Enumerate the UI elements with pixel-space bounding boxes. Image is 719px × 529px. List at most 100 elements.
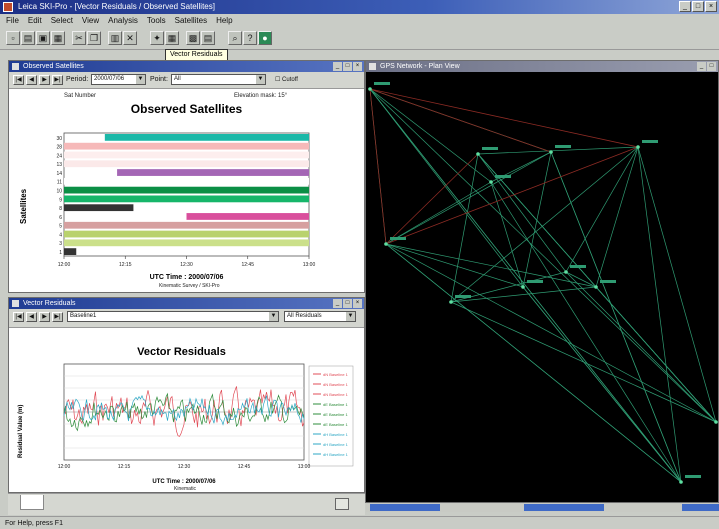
- print-icon[interactable]: ▦: [51, 31, 65, 45]
- satellite-bar: [186, 213, 309, 220]
- satellite-icon[interactable]: ✦: [150, 31, 164, 45]
- menu-help[interactable]: Help: [216, 16, 233, 25]
- legend-box: [308, 365, 354, 467]
- menu-satellites[interactable]: Satellites: [174, 16, 208, 25]
- panel-maximize-button[interactable]: □: [707, 62, 716, 71]
- horizontal-scrollbar[interactable]: [366, 503, 719, 512]
- y-tick-label: 3: [59, 241, 62, 247]
- copy-icon[interactable]: ❐: [87, 31, 101, 45]
- delete-icon[interactable]: ✕: [123, 31, 137, 45]
- chevron-down-icon: ▼: [136, 75, 145, 84]
- panel-minimize-button[interactable]: _: [333, 299, 342, 308]
- x-tick-label: 12:00: [58, 464, 71, 470]
- y-tick-label: 13: [56, 162, 62, 168]
- menu-edit[interactable]: Edit: [27, 16, 42, 25]
- baseline-line: [522, 151, 552, 288]
- maximize-button[interactable]: □: [692, 1, 704, 12]
- legend-elevation: Elevation mask: 15°: [234, 93, 288, 99]
- baseline-line: [565, 271, 717, 423]
- baseline-line: [490, 181, 524, 288]
- station-label-mark: [495, 175, 511, 178]
- baseline-value: Baseline1: [70, 313, 97, 319]
- observed-footer: Kinematic Survey / SKI-Pro: [159, 283, 220, 289]
- baseline-line: [595, 286, 717, 423]
- point-select[interactable]: All ▼: [171, 74, 266, 85]
- station-point: [449, 300, 453, 304]
- period-select[interactable]: 2000/07/06 ▼: [91, 74, 146, 85]
- menu-select[interactable]: Select: [50, 16, 73, 25]
- legend-label: dH Baseline 1: [323, 442, 349, 447]
- first-icon[interactable]: |◀: [13, 75, 24, 85]
- help-icon[interactable]: ?: [243, 31, 257, 45]
- minimize-button[interactable]: _: [679, 1, 691, 12]
- open-icon[interactable]: ▤: [21, 31, 35, 45]
- baseline-line: [595, 146, 639, 288]
- panel-minimize-button[interactable]: _: [333, 62, 342, 71]
- satellite-bar: [64, 248, 77, 255]
- tab-scroll-button[interactable]: [335, 498, 349, 510]
- menu-file[interactable]: File: [6, 16, 19, 25]
- workspace-tab[interactable]: [20, 495, 44, 510]
- legend-label: dN Baseline 1: [323, 382, 349, 387]
- menu-tools[interactable]: Tools: [146, 16, 166, 25]
- scroll-thumb[interactable]: [524, 504, 604, 511]
- plot-area: [63, 132, 310, 257]
- x-tick-label: 12:15: [118, 464, 131, 470]
- close-button[interactable]: ×: [705, 1, 717, 12]
- station-point: [368, 87, 372, 91]
- station-point: [714, 420, 718, 424]
- first-icon[interactable]: |◀: [13, 312, 24, 322]
- baseline-line: [637, 146, 682, 483]
- baseline-line: [565, 271, 597, 288]
- panel-close-button[interactable]: ×: [353, 299, 362, 308]
- station-point: [476, 152, 480, 156]
- baseline-line: [385, 243, 597, 288]
- panel-maximize-button[interactable]: □: [343, 62, 352, 71]
- grid-icon[interactable]: ▩: [186, 31, 200, 45]
- legend-label: dN Baseline 1: [323, 372, 349, 377]
- paste-icon[interactable]: ▥: [108, 31, 122, 45]
- legend-label: dH Baseline 1: [323, 452, 349, 457]
- residual-series-line: [63, 386, 305, 437]
- table-icon[interactable]: ▤: [201, 31, 215, 45]
- station-point: [594, 285, 598, 289]
- baseline-line: [385, 243, 682, 483]
- y-tick-label: 5: [59, 224, 62, 230]
- app-icon: [3, 2, 13, 12]
- residuals-icon[interactable]: ▦: [165, 31, 179, 45]
- station-label-mark: [642, 140, 658, 143]
- residual-type-select[interactable]: All Residuals ▼: [284, 311, 356, 322]
- panel-close-button[interactable]: ×: [353, 62, 362, 71]
- legend-label: dN Baseline 1: [323, 392, 349, 397]
- window-title: Leica SKI-Pro - [Vector Residuals / Obse…: [18, 2, 215, 11]
- save-icon[interactable]: ▣: [36, 31, 50, 45]
- cut-icon[interactable]: ✂: [72, 31, 86, 45]
- baseline-line: [450, 286, 597, 303]
- next-icon[interactable]: ▶: [39, 75, 50, 85]
- baseline-select[interactable]: Baseline1 ▼: [67, 311, 279, 322]
- y-tick-label: 10: [56, 189, 62, 195]
- menu-view[interactable]: View: [81, 16, 100, 25]
- status-bar: For Help, press F1: [0, 516, 719, 529]
- satellite-bar: [64, 195, 309, 203]
- menu-analysis[interactable]: Analysis: [108, 16, 138, 25]
- zoom-icon[interactable]: ⌕: [228, 31, 242, 45]
- globe-icon[interactable]: ●: [258, 31, 272, 45]
- next-icon[interactable]: ▶: [39, 312, 50, 322]
- baseline-line: [385, 181, 492, 245]
- last-icon[interactable]: ▶|: [52, 75, 63, 85]
- panel-icon: [12, 63, 19, 70]
- residuals-x-sublabel: Kinematic: [174, 486, 196, 492]
- panel-maximize-button[interactable]: □: [343, 299, 352, 308]
- new-icon[interactable]: ▫: [6, 31, 20, 45]
- station-label-mark: [555, 145, 571, 148]
- cutoff-checkbox[interactable]: ☐ Cutoff: [275, 77, 298, 83]
- network-plan-view[interactable]: [366, 72, 719, 504]
- panel-minimize-button[interactable]: _: [697, 62, 706, 71]
- y-tick-label: 24: [56, 153, 62, 159]
- previous-icon[interactable]: ◀: [26, 312, 37, 322]
- previous-icon[interactable]: ◀: [26, 75, 37, 85]
- last-icon[interactable]: ▶|: [52, 312, 63, 322]
- title-bar: Leica SKI-Pro - [Vector Residuals / Obse…: [0, 0, 719, 14]
- chevron-down-icon: ▼: [269, 312, 278, 321]
